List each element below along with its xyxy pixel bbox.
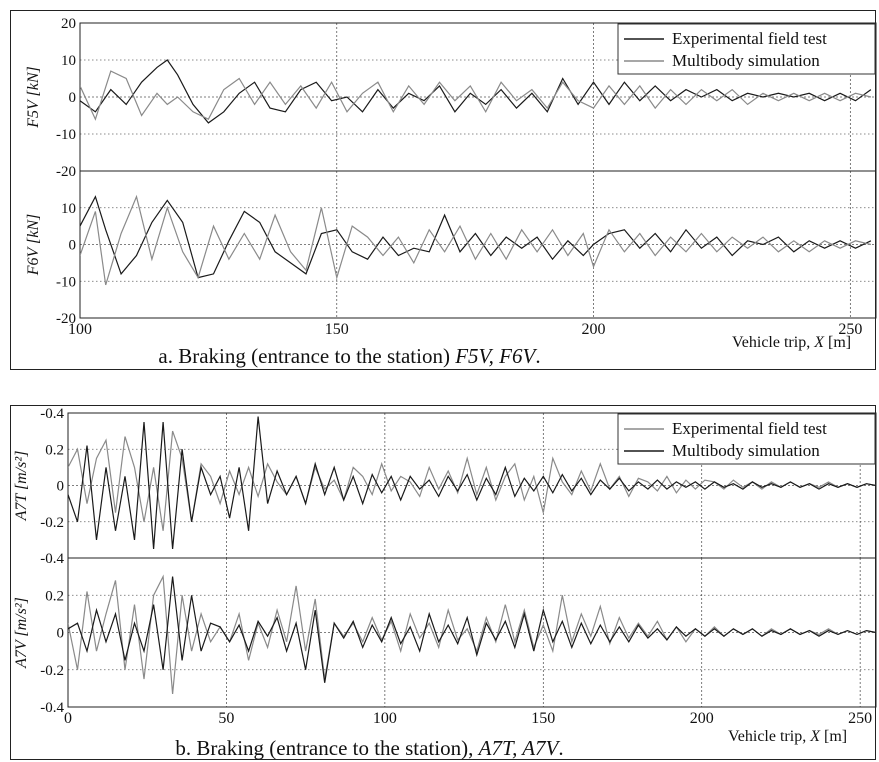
xtick-label: 250	[848, 710, 872, 727]
caption-a-prefix: a. Braking (entrance to the station)	[158, 344, 456, 368]
ytick-label: -0.4	[40, 700, 64, 716]
ytick-label: -10	[56, 127, 76, 143]
series-line-2	[68, 416, 876, 549]
legend-box	[617, 23, 876, 75]
ylabel: A7V [m/s²]	[13, 597, 30, 669]
figure-a-xlabel: Vehicle trip, X [m]	[732, 334, 851, 352]
figure-b-xlabel: Vehicle trip, X [m]	[728, 728, 847, 746]
ytick-label: -0.4	[40, 551, 64, 567]
series-line-1	[80, 195, 872, 279]
legend-label: Multibody simulation	[672, 51, 820, 70]
xtick-label: 250	[838, 321, 862, 338]
series-line-2	[80, 70, 872, 121]
ytick-label: 10	[61, 201, 76, 217]
xtick-label: 100	[373, 710, 397, 727]
xlabel-a-text: Vehicle trip,	[732, 334, 815, 351]
caption-a-italic: F5V, F6V	[455, 344, 536, 368]
xtick-label: 100	[68, 321, 92, 338]
caption-b-suffix: .	[558, 736, 564, 760]
ytick-label: 0	[69, 238, 77, 254]
panel-b-top: -0.4 0.2 0 -0.2 -0.4 A7T [m/s²] Experimental f…	[13, 406, 877, 567]
xtick-label: 150	[531, 710, 555, 727]
xlabel-b-unit: [m]	[819, 728, 848, 745]
ytick-label: 0	[57, 479, 65, 495]
legend-label: Experimental field test	[672, 419, 827, 438]
ytick-label: 0	[57, 626, 65, 642]
ylabel: F5V [kN]	[25, 66, 42, 128]
ytick-label: -10	[56, 274, 76, 290]
series-line-2	[68, 576, 876, 683]
xtick-label: 150	[325, 321, 349, 338]
ytick-label: 0	[69, 90, 77, 106]
legend-label: Multibody simulation	[672, 441, 820, 460]
xlabel-a-var: X	[814, 334, 824, 351]
legend-box	[617, 413, 876, 465]
ytick-label: 10	[61, 53, 76, 69]
figure-b-chart: -0.4 0.2 0 -0.2 -0.4 A7T [m/s²] Experimental f…	[13, 406, 877, 727]
ytick-label: -0.2	[40, 663, 64, 679]
figure-a-caption: a. Braking (entrance to the station) F5V…	[0, 344, 789, 369]
ylabel: F6V [kN]	[25, 214, 42, 276]
ytick-label: -0.4	[40, 406, 64, 422]
series-line-1	[68, 430, 876, 531]
plot-area	[79, 170, 877, 319]
xlabel-a-unit: [m]	[823, 334, 852, 351]
figure-b-caption: b. Braking (entrance to the station), A7…	[0, 736, 809, 761]
caption-a-suffix: .	[535, 344, 541, 368]
ylabel: A7T [m/s²]	[13, 451, 30, 522]
xtick-label: 0	[64, 710, 72, 727]
xlabel-b-var: X	[810, 728, 820, 745]
xtick-label: 50	[218, 710, 234, 727]
panel-a-top: 20 10 0 -10 -20 F5V [kN] Experimental field te…	[25, 16, 877, 180]
ytick-label: 0.2	[45, 442, 64, 458]
caption-b-prefix: b. Braking (entrance to the station),	[175, 736, 479, 760]
xlabel-b-text: Vehicle trip,	[728, 728, 811, 745]
ytick-label: 20	[61, 16, 76, 32]
series-line-2	[80, 194, 872, 286]
ytick-label: -20	[56, 164, 76, 180]
ytick-label: 0.2	[45, 588, 64, 604]
ytick-label: -0.2	[40, 515, 64, 531]
ytick-label: -20	[56, 311, 76, 327]
caption-b-italic: A7T, A7V	[478, 736, 559, 760]
legend-label: Experimental field test	[672, 29, 827, 48]
xtick-label: 200	[582, 321, 606, 338]
xtick-label: 200	[690, 710, 714, 727]
